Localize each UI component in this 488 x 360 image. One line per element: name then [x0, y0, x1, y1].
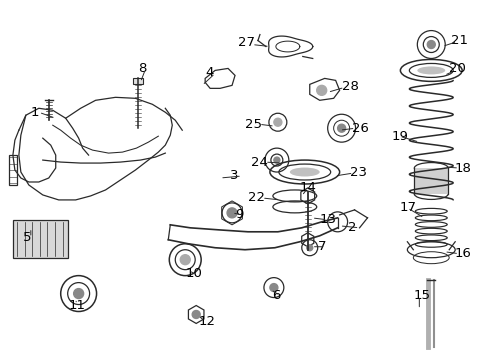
Circle shape: [427, 41, 434, 49]
Text: 3: 3: [229, 168, 238, 181]
Text: 7: 7: [317, 240, 325, 253]
Circle shape: [273, 118, 281, 126]
Ellipse shape: [416, 67, 444, 75]
Circle shape: [74, 289, 83, 298]
Text: 26: 26: [351, 122, 367, 135]
Text: 20: 20: [448, 62, 465, 75]
Text: 2: 2: [347, 221, 355, 234]
Text: 11: 11: [68, 299, 85, 312]
Text: 10: 10: [185, 267, 202, 280]
Circle shape: [226, 208, 237, 218]
Text: 22: 22: [247, 192, 264, 204]
Circle shape: [192, 310, 200, 319]
Text: 16: 16: [453, 247, 470, 260]
Bar: [413, 168, 447, 194]
Text: 19: 19: [390, 130, 407, 143]
FancyBboxPatch shape: [133, 78, 143, 84]
Text: 24: 24: [250, 156, 267, 168]
Text: 23: 23: [349, 166, 366, 179]
Text: 9: 9: [235, 208, 243, 221]
Circle shape: [337, 124, 345, 132]
Text: 1: 1: [31, 106, 39, 119]
Circle shape: [269, 284, 277, 292]
Text: 13: 13: [319, 213, 336, 226]
Text: 27: 27: [238, 36, 254, 49]
Circle shape: [316, 85, 326, 95]
Text: 12: 12: [198, 315, 215, 328]
Text: 25: 25: [244, 118, 262, 131]
FancyBboxPatch shape: [13, 220, 67, 258]
Circle shape: [180, 255, 190, 265]
Circle shape: [306, 245, 312, 251]
Text: 6: 6: [271, 289, 280, 302]
Text: 21: 21: [450, 34, 467, 47]
Text: 15: 15: [412, 289, 429, 302]
Ellipse shape: [289, 167, 319, 176]
Text: 17: 17: [399, 201, 416, 215]
Text: 28: 28: [341, 80, 358, 93]
Text: 18: 18: [453, 162, 470, 175]
Text: 4: 4: [205, 66, 213, 79]
Text: 5: 5: [23, 231, 31, 244]
Text: 8: 8: [138, 62, 146, 75]
Circle shape: [273, 157, 279, 163]
Text: 14: 14: [299, 181, 316, 194]
